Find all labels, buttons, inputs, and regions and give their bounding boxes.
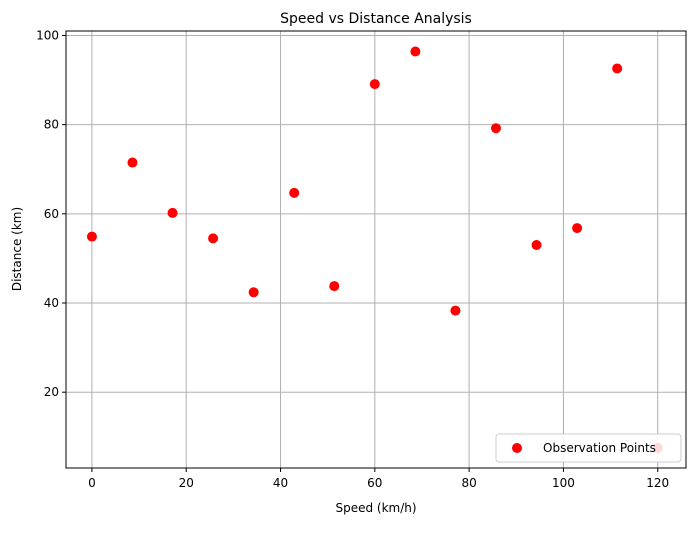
x-tick-label: 0 xyxy=(88,476,96,490)
legend-label: Observation Points xyxy=(543,441,656,455)
data-point xyxy=(329,281,340,292)
data-point xyxy=(127,157,138,168)
data-point xyxy=(612,63,623,74)
data-point xyxy=(410,46,421,57)
x-tick-label: 40 xyxy=(273,476,288,490)
data-point xyxy=(572,223,583,234)
data-point xyxy=(248,287,259,298)
y-tick-label: 40 xyxy=(44,296,59,310)
legend-box xyxy=(495,433,682,463)
y-axis-label: Distance (km) xyxy=(10,207,24,291)
y-tick-label: 100 xyxy=(36,28,59,42)
points-layer xyxy=(86,46,663,453)
y-tick-label: 20 xyxy=(44,385,59,399)
legend: Observation Points xyxy=(495,433,682,463)
x-tick-label: 20 xyxy=(179,476,194,490)
ticks-layer: 0 20 40 60 80 100 120 20 40 60 80 100 xyxy=(36,28,669,490)
x-tick-label: 60 xyxy=(367,476,382,490)
x-tick-label: 100 xyxy=(552,476,575,490)
legend-marker xyxy=(512,443,522,453)
x-tick-label: 120 xyxy=(646,476,669,490)
data-point xyxy=(369,79,380,90)
y-tick-label: 60 xyxy=(44,207,59,221)
data-point xyxy=(450,305,461,316)
x-tick-label: 80 xyxy=(461,476,476,490)
x-axis-label: Speed (km/h) xyxy=(335,501,416,515)
data-point xyxy=(531,240,542,251)
y-tick-label: 80 xyxy=(44,118,59,132)
data-point xyxy=(208,233,219,244)
data-point xyxy=(289,187,300,198)
chart-title: Speed vs Distance Analysis xyxy=(280,11,472,27)
data-point xyxy=(490,123,501,134)
plot-frame xyxy=(65,30,687,469)
grid-layer xyxy=(66,31,686,468)
data-point xyxy=(86,231,97,242)
data-point xyxy=(167,207,178,218)
